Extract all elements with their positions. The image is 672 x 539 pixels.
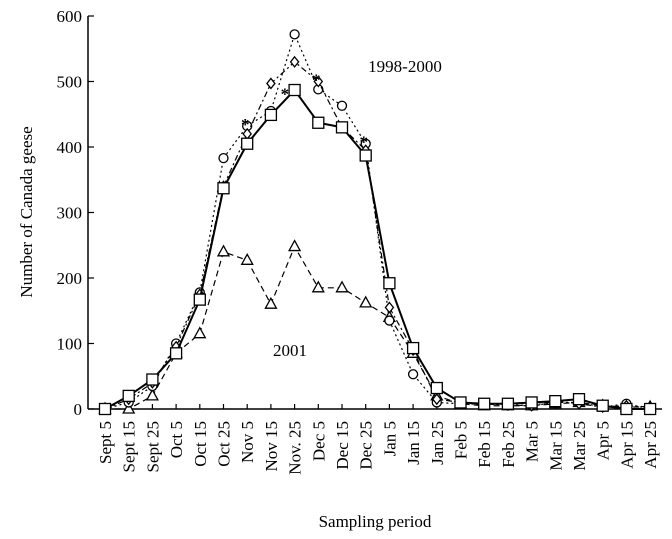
point (501, 397, 515, 410)
x-tick-label: Apr 25 (641, 421, 660, 469)
point (146, 373, 159, 386)
point (454, 396, 467, 409)
point (313, 75, 324, 88)
annotation: * (312, 71, 321, 90)
x-tick-label: Sept 5 (96, 421, 115, 464)
y-tick-label: 600 (57, 7, 83, 26)
point (216, 244, 231, 257)
x-tick-label: Dec 15 (333, 421, 352, 470)
annotation: 1998-2000 (368, 57, 442, 76)
x-tick-label: Jan 5 (380, 421, 399, 456)
x-tick-label: Oct 15 (191, 421, 210, 467)
point (312, 116, 325, 129)
x-tick-label: Dec 5 (309, 421, 328, 461)
point (193, 293, 206, 306)
point (288, 83, 301, 97)
x-tick-label: Sept 25 (143, 421, 162, 472)
point (266, 77, 276, 90)
x-tick-label: Jan 25 (428, 421, 447, 465)
point (384, 301, 395, 314)
x-tick-label: Mar 15 (546, 421, 565, 471)
x-tick-label: Nov 15 (262, 421, 281, 472)
point (122, 401, 136, 414)
series-line (104, 61, 651, 410)
point (217, 182, 230, 195)
point (478, 397, 491, 410)
x-tick-label: Apr 5 (594, 421, 613, 460)
y-tick-label: 300 (57, 204, 83, 223)
x-tick-label: Jan 15 (404, 421, 423, 465)
x-tick-label: Mar 25 (570, 421, 589, 471)
series-line (104, 88, 651, 410)
x-tick-label: Oct 25 (215, 421, 234, 467)
point (430, 381, 443, 395)
point (525, 396, 538, 409)
annotation: * (281, 84, 290, 103)
y-tick-label: 100 (57, 335, 83, 354)
point (384, 315, 395, 326)
annotation: * (241, 115, 250, 134)
point (359, 295, 373, 308)
x-tick-label: Dec 25 (357, 421, 376, 470)
x-tick-label: Sept 15 (120, 421, 139, 472)
point (264, 296, 278, 309)
point (289, 29, 300, 40)
point (359, 149, 372, 162)
point (383, 277, 396, 290)
point (241, 137, 254, 150)
x-tick-label: Nov 5 (238, 421, 257, 463)
y-tick-label: 500 (57, 73, 83, 92)
point (335, 280, 349, 293)
point (169, 347, 183, 360)
point (193, 326, 207, 339)
point (289, 55, 300, 68)
point (264, 108, 278, 122)
point (549, 394, 562, 408)
annotation: * (359, 133, 368, 152)
point (336, 100, 348, 111)
point (431, 393, 442, 406)
point (122, 389, 135, 403)
point (218, 152, 229, 164)
point (406, 341, 420, 355)
point (240, 252, 254, 265)
point (311, 280, 325, 293)
x-tick-label: Oct 5 (167, 421, 186, 458)
point (643, 402, 657, 416)
point (98, 402, 112, 416)
annotation: 2001 (273, 341, 307, 360)
x-tick-label: Mar 5 (523, 421, 542, 462)
y-axis-label: Number of Canada geese (17, 126, 36, 297)
x-tick-label: Nov. 25 (286, 421, 305, 475)
point (620, 402, 633, 416)
point (407, 369, 419, 380)
point (572, 393, 586, 406)
series-line (104, 32, 651, 410)
point (288, 239, 302, 252)
y-tick-label: 200 (57, 269, 83, 288)
x-axis-label: Sampling period (319, 512, 432, 531)
x-tick-label: Feb 5 (452, 421, 471, 459)
y-tick-label: 400 (57, 138, 83, 157)
x-tick-label: Feb 25 (499, 421, 518, 468)
x-tick-label: Apr 15 (617, 421, 636, 469)
point (145, 388, 159, 401)
x-tick-label: Feb 15 (475, 421, 494, 468)
point (335, 121, 349, 134)
point (596, 399, 609, 412)
y-tick-label: 0 (74, 400, 83, 419)
